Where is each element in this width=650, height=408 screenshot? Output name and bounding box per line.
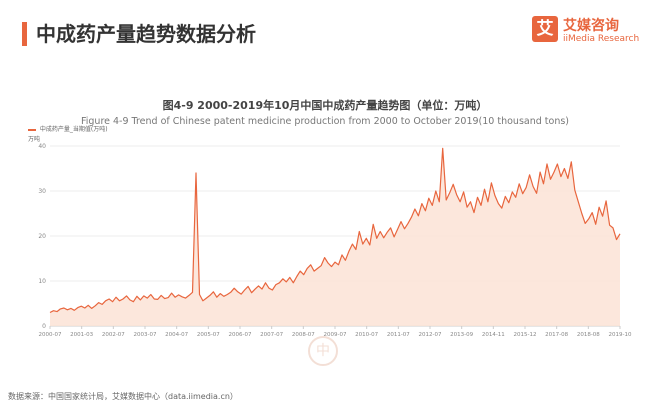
- x-tick-label: 2013-09: [450, 332, 473, 338]
- x-tick-label: 2000-07: [39, 332, 62, 338]
- data-source-note: 数据来源：中国国家统计局，艾媒数据中心（data.iimedia.cn）: [8, 392, 238, 401]
- chart-title: 图4-9 2000-2019年10月中国中成药产量趋势图（单位：万吨）: [162, 99, 488, 112]
- watermark-logo-icon: 中: [308, 336, 338, 366]
- x-tick-label: 2014-11: [482, 332, 505, 338]
- y-tick-label: 20: [38, 233, 46, 240]
- series-area-fill: [50, 148, 620, 326]
- x-tick-label: 2003-07: [134, 332, 157, 338]
- x-tick-label: 2017-08: [545, 332, 568, 338]
- x-tick-label: 2015-12: [514, 332, 537, 338]
- legend-swatch: [28, 128, 36, 131]
- x-tick-label: 2004-07: [165, 332, 188, 338]
- x-tick-label: 2008-07: [292, 332, 315, 338]
- x-tick-label: 2005-07: [197, 332, 220, 338]
- chart-subtitle: Figure 4-9 Trend of Chinese patent medic…: [80, 116, 569, 127]
- x-tick-label: 2018-08: [577, 332, 600, 338]
- page-title: 中成药产量趋势数据分析: [36, 22, 256, 46]
- x-tick-label: 2011-07: [387, 332, 410, 338]
- y-tick-label: 10: [38, 278, 46, 285]
- x-tick-label: 2007-07: [260, 332, 283, 338]
- y-tick-label: 40: [38, 143, 46, 150]
- x-tick-label: 2019-10: [609, 332, 632, 338]
- brand-name-en: iiMedia Research: [563, 34, 640, 44]
- x-tick-label: 2012-07: [419, 332, 442, 338]
- brand-name-cn: 艾媒咨询: [563, 18, 619, 34]
- series-line: [49, 147, 621, 314]
- x-tick-label: 2001-03: [70, 332, 93, 338]
- x-tick-label: 2006-07: [229, 332, 252, 338]
- brand-logo: 艾 艾媒咨询 iiMedia Research: [532, 14, 644, 52]
- y-axis-unit-label: 万吨: [28, 136, 41, 143]
- x-tick-label: 2002-07: [102, 332, 125, 338]
- legend-label: 中成药产量_当期值(万吨): [39, 126, 108, 133]
- x-tick-label: 2009-07: [324, 332, 347, 338]
- brand-logo-mark: 艾: [532, 16, 558, 42]
- y-tick-label: 0: [42, 323, 46, 330]
- y-tick-label: 30: [38, 188, 46, 195]
- chart-legend: 中成药产量_当期值(万吨): [28, 124, 108, 133]
- header-accent-bar: [22, 22, 27, 46]
- x-tick-label: 2010-07: [355, 332, 378, 338]
